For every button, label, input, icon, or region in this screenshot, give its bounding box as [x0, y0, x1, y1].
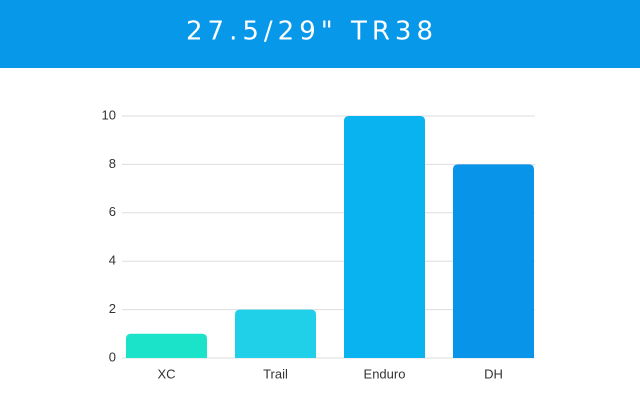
- bar: [126, 333, 207, 358]
- y-tick-label: 0: [109, 349, 116, 364]
- y-tick-label: 10: [102, 107, 116, 122]
- y-tick-label: 8: [109, 156, 116, 171]
- y-tick-label: 2: [109, 301, 116, 316]
- x-tick-label: DH: [484, 366, 503, 381]
- x-tick-label: Enduro: [364, 366, 406, 381]
- y-tick-label: 6: [109, 204, 116, 219]
- y-tick-label: 4: [109, 253, 116, 268]
- bar: [453, 164, 534, 358]
- chart-title: 27.5/29" TR38: [186, 17, 438, 47]
- x-tick-label: Trail: [263, 366, 288, 381]
- bar: [235, 309, 316, 358]
- header-banner: [0, 0, 640, 68]
- x-tick-label: XC: [157, 366, 175, 381]
- bar: [344, 116, 425, 358]
